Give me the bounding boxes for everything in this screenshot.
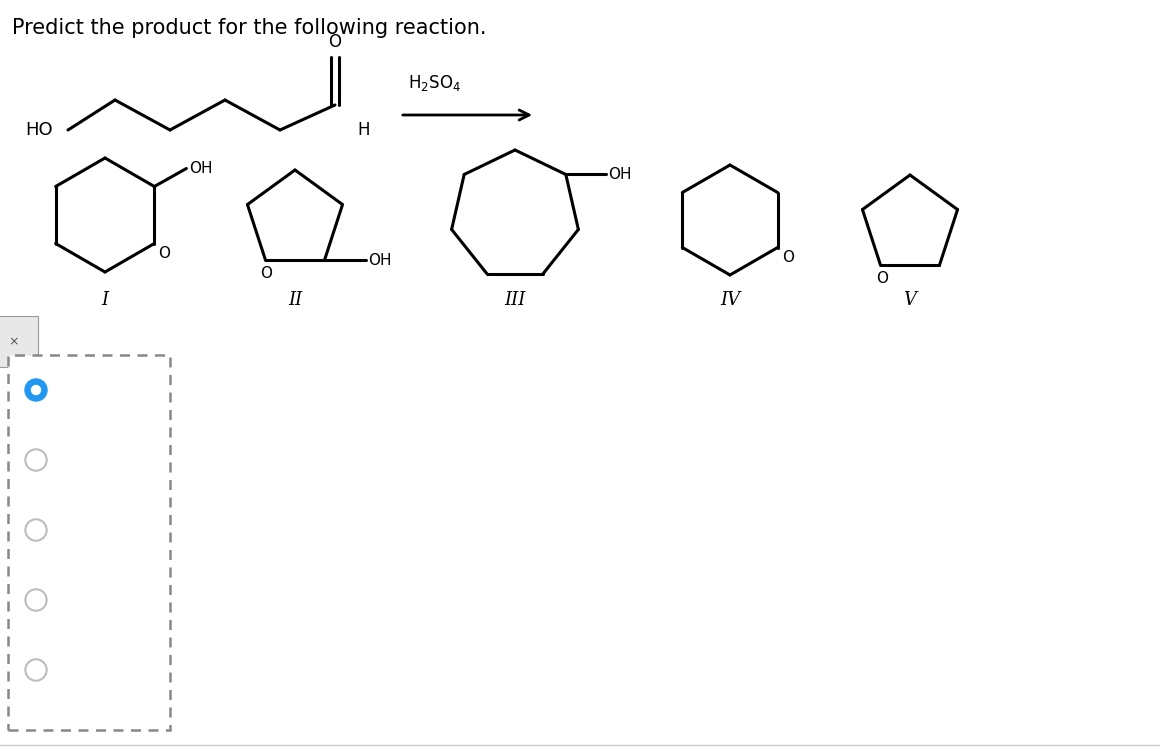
Circle shape [27,591,45,609]
Text: IV: IV [60,591,85,609]
Text: H: H [357,121,370,139]
Circle shape [27,521,45,539]
Circle shape [27,661,45,679]
Text: II: II [288,291,302,309]
Text: V: V [60,661,75,679]
Circle shape [31,386,41,395]
Circle shape [26,379,48,401]
Text: I: I [60,381,70,399]
Text: O: O [782,250,793,265]
Circle shape [27,451,45,469]
Circle shape [26,519,48,541]
Text: IV: IV [720,291,740,309]
Text: O: O [261,266,273,281]
Circle shape [26,589,48,611]
FancyBboxPatch shape [8,355,171,730]
Text: OH: OH [608,167,631,182]
Text: O: O [877,271,889,287]
Text: III: III [505,291,525,309]
Text: II: II [60,451,78,469]
Text: III: III [60,521,87,539]
Text: HO: HO [26,121,52,139]
Text: OH: OH [189,161,213,176]
Text: I: I [101,291,109,309]
Text: OH: OH [369,253,392,268]
Circle shape [26,449,48,471]
Text: O: O [159,245,171,260]
Circle shape [26,659,48,681]
Text: V: V [904,291,916,309]
Text: Predict the product for the following reaction.: Predict the product for the following re… [12,18,486,38]
Text: O: O [328,33,341,51]
Text: ×: × [9,335,20,348]
Text: H$_2$SO$_4$: H$_2$SO$_4$ [408,73,461,93]
